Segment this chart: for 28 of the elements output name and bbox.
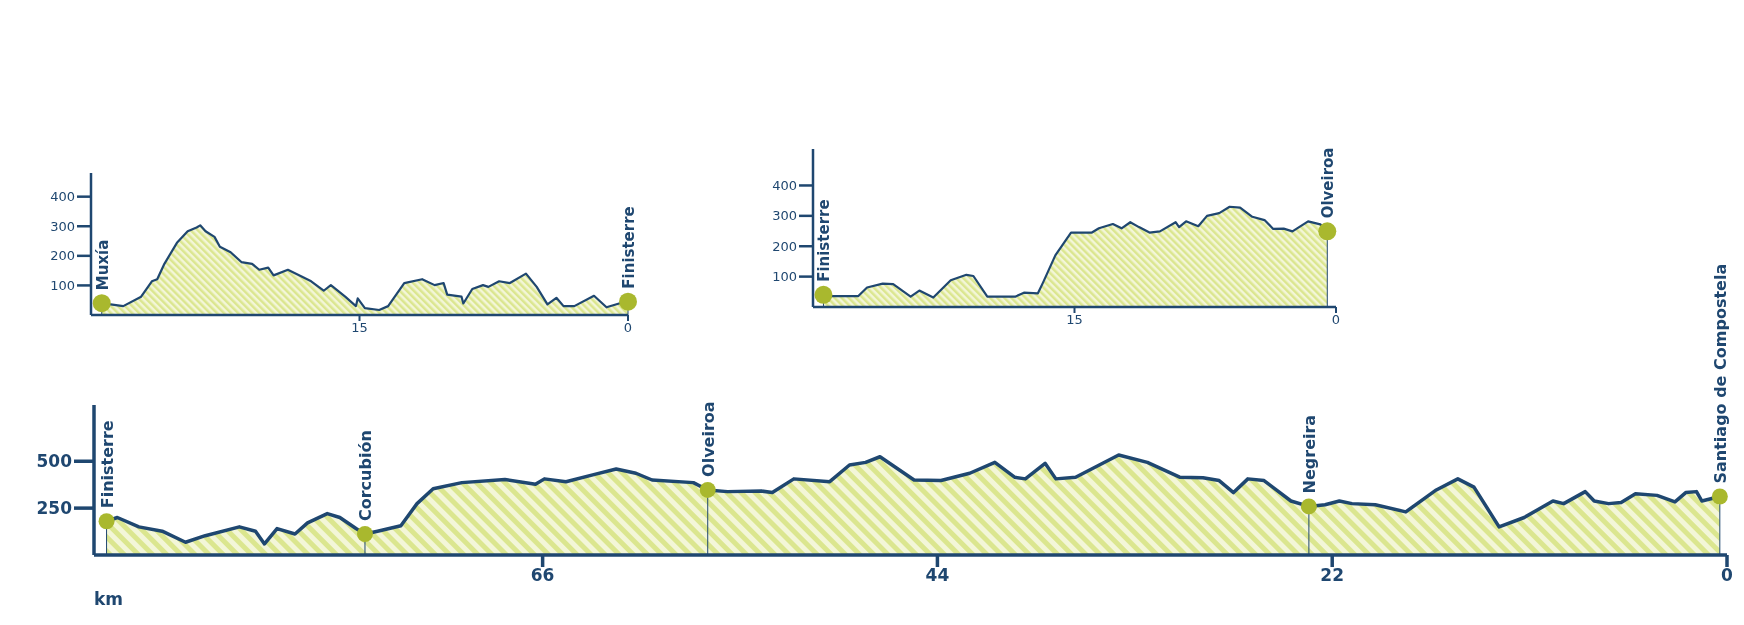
annotation: Olveiroa (1319, 147, 1338, 219)
x-tick-label: 66 (530, 565, 555, 586)
x-tick-label: 22 (1320, 565, 1345, 586)
y-tick-label: 500 (36, 451, 73, 472)
annotation: Finisterre (97, 420, 117, 509)
annotation: Negreira (1299, 414, 1319, 494)
y-tick-label: 400 (50, 189, 75, 205)
x-axis-title: km (94, 589, 124, 609)
x-tick-label: 44 (925, 565, 950, 586)
y-tick-label: 300 (50, 218, 75, 234)
annotation: Santiago de Compostela (1710, 263, 1730, 484)
x-tick-label: 0 (1331, 312, 1341, 328)
x-tick-label: 0 (1721, 565, 1734, 586)
y-tick-label: 200 (50, 248, 75, 264)
annotation: Finisterre (815, 199, 834, 282)
annotation: Muxía (93, 239, 112, 291)
x-tick-label: 15 (351, 320, 368, 336)
y-tick-label: 100 (50, 278, 75, 294)
x-tick-label: 15 (1066, 312, 1083, 328)
y-tick-label: 100 (772, 269, 797, 285)
y-tick-label: 300 (772, 208, 797, 224)
x-tick-label: 0 (623, 320, 633, 336)
y-tick-label: 400 (772, 178, 797, 194)
annotation: Finisterre (620, 206, 638, 289)
annotation: Olveiroa (698, 401, 718, 477)
annotation: Corcubión (355, 430, 375, 521)
y-tick-label: 200 (772, 238, 797, 254)
y-tick-label: 250 (36, 498, 73, 519)
